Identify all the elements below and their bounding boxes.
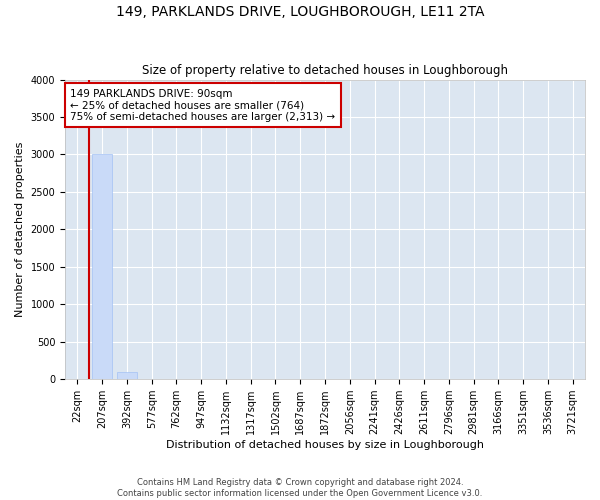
Title: Size of property relative to detached houses in Loughborough: Size of property relative to detached ho… — [142, 64, 508, 77]
Text: 149, PARKLANDS DRIVE, LOUGHBOROUGH, LE11 2TA: 149, PARKLANDS DRIVE, LOUGHBOROUGH, LE11… — [116, 5, 484, 19]
Bar — [92, 154, 112, 379]
Y-axis label: Number of detached properties: Number of detached properties — [15, 142, 25, 317]
Bar — [117, 372, 137, 379]
Text: Contains HM Land Registry data © Crown copyright and database right 2024.
Contai: Contains HM Land Registry data © Crown c… — [118, 478, 482, 498]
Text: 149 PARKLANDS DRIVE: 90sqm
← 25% of detached houses are smaller (764)
75% of sem: 149 PARKLANDS DRIVE: 90sqm ← 25% of deta… — [70, 88, 335, 122]
X-axis label: Distribution of detached houses by size in Loughborough: Distribution of detached houses by size … — [166, 440, 484, 450]
